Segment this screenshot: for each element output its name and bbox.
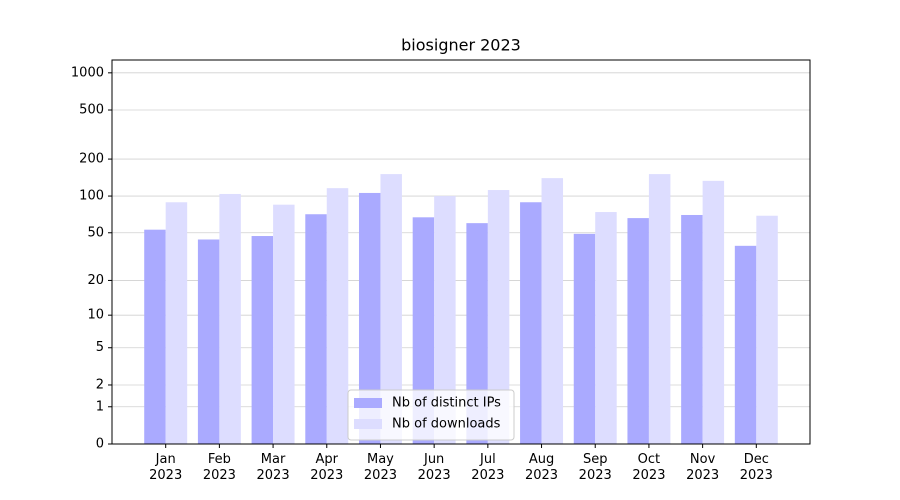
bar xyxy=(648,174,671,444)
x-tick-label: Dec 2023 xyxy=(739,452,773,483)
bar xyxy=(702,180,725,444)
y-tick-label: 0 xyxy=(96,437,104,452)
bar xyxy=(358,192,381,444)
y-tick-label: 5 xyxy=(96,340,104,355)
y-tick-label: 10 xyxy=(87,308,104,323)
bar xyxy=(734,245,757,444)
bar xyxy=(144,229,166,444)
y-tick-label: 500 xyxy=(79,103,104,118)
legend-label: Nb of downloads xyxy=(392,417,501,432)
bar xyxy=(595,212,617,444)
x-tick-label: Apr 2023 xyxy=(310,452,344,483)
bar xyxy=(627,218,649,444)
bar xyxy=(434,196,456,444)
bar xyxy=(756,215,778,444)
bar xyxy=(412,217,435,444)
bar xyxy=(520,202,542,444)
bar xyxy=(197,239,220,444)
y-tick-label: 1 xyxy=(96,399,104,414)
bar xyxy=(273,204,295,444)
x-tick-label: Nov 2023 xyxy=(686,452,720,483)
bar xyxy=(326,188,349,444)
y-tick-label: 50 xyxy=(87,225,104,240)
bar xyxy=(305,214,327,444)
legend-label: Nb of distinct IPs xyxy=(392,396,501,411)
y-tick-label: 100 xyxy=(79,189,104,204)
bar xyxy=(681,214,703,444)
x-tick-label: Jul 2023 xyxy=(471,452,505,483)
x-tick-label: Aug 2023 xyxy=(524,452,559,483)
chart-title: biosigner 2023 xyxy=(401,36,521,55)
bar xyxy=(165,202,188,444)
x-tick-label: Jan 2023 xyxy=(149,452,183,483)
bar xyxy=(573,233,596,444)
x-tick-label: Mar 2023 xyxy=(256,452,290,483)
x-tick-label: Jun 2023 xyxy=(417,452,451,483)
y-tick-label: 2 xyxy=(96,377,104,392)
bar xyxy=(219,193,241,444)
x-tick-label: Sep 2023 xyxy=(578,452,612,483)
legend-swatch xyxy=(354,398,382,408)
y-tick-label: 20 xyxy=(87,273,104,288)
x-tick-label: Oct 2023 xyxy=(632,452,666,483)
bar xyxy=(466,223,488,444)
y-tick-label: 200 xyxy=(79,152,104,167)
bar xyxy=(251,236,274,444)
bar xyxy=(541,178,564,444)
bar xyxy=(380,174,402,444)
plot-frame xyxy=(111,59,811,445)
legend-box xyxy=(347,389,515,441)
x-tick-label: May 2023 xyxy=(363,452,397,483)
x-tick-label: Feb 2023 xyxy=(202,452,236,483)
legend-swatch xyxy=(354,419,382,429)
y-tick-label: 1000 xyxy=(71,65,104,80)
bar xyxy=(487,190,510,444)
